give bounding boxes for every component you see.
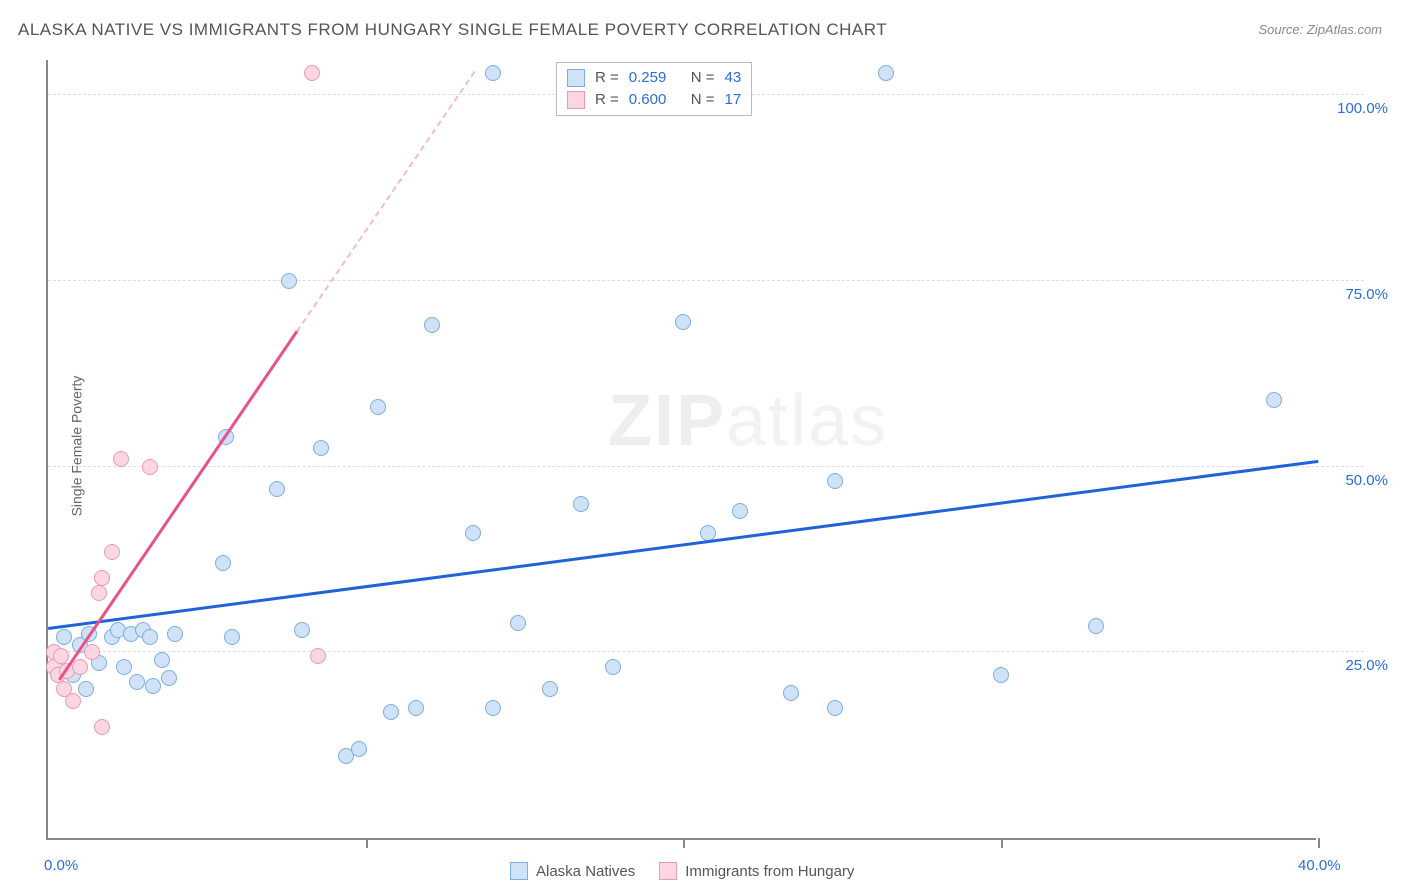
- r-value: 0.259: [629, 67, 681, 89]
- data-point: [1266, 392, 1282, 408]
- data-point: [1088, 618, 1104, 634]
- data-point: [605, 659, 621, 675]
- data-point: [383, 704, 399, 720]
- source-attribution: Source: ZipAtlas.com: [1258, 22, 1382, 37]
- r-label: R =: [595, 67, 619, 89]
- data-point: [65, 693, 81, 709]
- data-point: [113, 451, 129, 467]
- data-point: [465, 525, 481, 541]
- data-point: [224, 629, 240, 645]
- x-tick-mark: [1318, 838, 1320, 848]
- data-point: [78, 681, 94, 697]
- legend-swatch: [659, 862, 677, 880]
- data-point: [783, 685, 799, 701]
- data-point: [485, 65, 501, 81]
- x-tick-label: 40.0%: [1298, 857, 1341, 874]
- data-point: [84, 644, 100, 660]
- data-point: [304, 65, 320, 81]
- series-legend: Alaska Natives Immigrants from Hungary: [510, 862, 854, 880]
- legend-row: R = 0.259 N = 43: [567, 67, 741, 89]
- legend-label: Immigrants from Hungary: [685, 863, 854, 880]
- legend-swatch: [567, 69, 585, 87]
- data-point: [269, 481, 285, 497]
- n-label: N =: [691, 67, 715, 89]
- data-point: [116, 659, 132, 675]
- data-point: [732, 503, 748, 519]
- data-point: [53, 648, 69, 664]
- data-point: [827, 473, 843, 489]
- gridline-h: [48, 651, 1364, 652]
- n-value: 43: [725, 67, 742, 89]
- data-point: [370, 399, 386, 415]
- data-point: [142, 629, 158, 645]
- data-point: [215, 555, 231, 571]
- data-point: [408, 700, 424, 716]
- trend-line: [48, 460, 1318, 630]
- n-label: N =: [691, 89, 715, 111]
- data-point: [167, 626, 183, 642]
- legend-row: R = 0.600 N = 17: [567, 89, 741, 111]
- series-legend-item: Immigrants from Hungary: [659, 862, 854, 880]
- data-point: [161, 670, 177, 686]
- data-point: [142, 459, 158, 475]
- x-tick-mark: [683, 838, 685, 848]
- data-point: [573, 496, 589, 512]
- scatter-plot-area: ZIPatlas 25.0%50.0%75.0%100.0%0.0%40.0%: [46, 60, 1316, 840]
- data-point: [542, 681, 558, 697]
- data-point: [94, 570, 110, 586]
- data-point: [310, 648, 326, 664]
- data-point: [56, 629, 72, 645]
- data-point: [294, 622, 310, 638]
- x-tick-label: 0.0%: [44, 857, 78, 874]
- data-point: [313, 440, 329, 456]
- r-value: 0.600: [629, 89, 681, 111]
- correlation-legend: R = 0.259 N = 43 R = 0.600 N = 17: [556, 62, 752, 116]
- data-point: [129, 674, 145, 690]
- data-point: [424, 317, 440, 333]
- legend-swatch: [567, 91, 585, 109]
- legend-label: Alaska Natives: [536, 863, 635, 880]
- gridline-h: [48, 280, 1364, 281]
- series-legend-item: Alaska Natives: [510, 862, 635, 880]
- x-tick-mark: [1001, 838, 1003, 848]
- chart-title: ALASKA NATIVE VS IMMIGRANTS FROM HUNGARY…: [18, 20, 887, 40]
- r-label: R =: [595, 89, 619, 111]
- y-tick-label: 75.0%: [1328, 286, 1388, 303]
- trend-line: [296, 71, 475, 332]
- data-point: [485, 700, 501, 716]
- data-point: [351, 741, 367, 757]
- data-point: [72, 659, 88, 675]
- data-point: [91, 585, 107, 601]
- data-point: [281, 273, 297, 289]
- legend-swatch: [510, 862, 528, 880]
- data-point: [104, 544, 120, 560]
- data-point: [827, 700, 843, 716]
- data-point: [878, 65, 894, 81]
- data-point: [510, 615, 526, 631]
- data-point: [94, 719, 110, 735]
- n-value: 17: [725, 89, 742, 111]
- data-point: [145, 678, 161, 694]
- y-tick-label: 25.0%: [1328, 657, 1388, 674]
- gridline-h: [48, 466, 1364, 467]
- y-tick-label: 50.0%: [1328, 472, 1388, 489]
- data-point: [675, 314, 691, 330]
- y-tick-label: 100.0%: [1328, 100, 1388, 117]
- watermark: ZIPatlas: [608, 380, 888, 462]
- data-point: [154, 652, 170, 668]
- data-point: [993, 667, 1009, 683]
- x-tick-mark: [366, 838, 368, 848]
